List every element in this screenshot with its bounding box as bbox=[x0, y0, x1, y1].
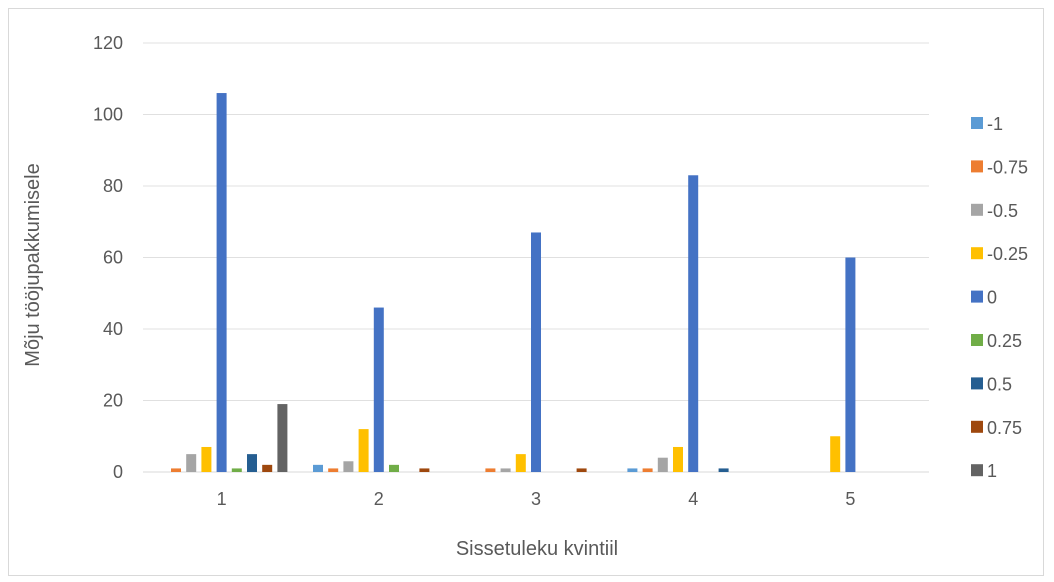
bar bbox=[673, 446, 683, 472]
bar bbox=[201, 446, 212, 472]
y-tick-label: 20 bbox=[103, 391, 123, 411]
bar bbox=[830, 436, 841, 472]
y-tick-label: 60 bbox=[103, 248, 123, 268]
bar bbox=[576, 468, 587, 472]
legend-label: -0.5 bbox=[987, 201, 1018, 221]
bar bbox=[328, 468, 339, 472]
bar bbox=[373, 307, 384, 472]
y-tick-label: 0 bbox=[113, 462, 123, 482]
legend-label: -1 bbox=[987, 114, 1003, 134]
bar bbox=[531, 232, 541, 472]
bar bbox=[358, 429, 369, 472]
y-axis-title: Mõju tööjupakkumisele bbox=[22, 163, 44, 366]
x-axis-title: Sissetuleku kvintiil bbox=[456, 538, 618, 560]
y-tick-label: 120 bbox=[93, 33, 123, 53]
x-tick-label: 1 bbox=[217, 489, 227, 509]
legend-label: -0.75 bbox=[987, 157, 1028, 177]
legend-swatch bbox=[971, 160, 983, 173]
legend-swatch bbox=[971, 117, 983, 129]
bars bbox=[171, 93, 856, 473]
bar bbox=[642, 468, 653, 472]
bar bbox=[485, 468, 496, 472]
legend-swatch bbox=[971, 334, 983, 346]
legend-label: 0.25 bbox=[987, 331, 1022, 351]
legend-label: 1 bbox=[987, 461, 997, 481]
x-tick-label: 5 bbox=[845, 489, 855, 509]
legend-swatch bbox=[971, 377, 983, 390]
y-tick-label: 80 bbox=[103, 176, 123, 196]
legend: -1 -0.75 -0.5 -0.25 0 0.25 0.5 0.75 1 bbox=[971, 114, 1028, 481]
bar bbox=[216, 93, 227, 473]
bar bbox=[419, 468, 430, 472]
legend-label: 0.75 bbox=[987, 418, 1022, 438]
x-tick-label: 2 bbox=[374, 489, 384, 509]
bar bbox=[186, 454, 197, 472]
bar bbox=[247, 454, 257, 472]
bar bbox=[515, 454, 526, 472]
y-axis-ticks: 0 20 40 60 80 100 120 bbox=[93, 33, 123, 482]
bar bbox=[171, 468, 181, 472]
x-tick-label: 4 bbox=[688, 489, 698, 509]
y-tick-label: 100 bbox=[93, 105, 123, 125]
legend-label: 0.5 bbox=[987, 374, 1012, 394]
chart-frame: 0 20 40 60 80 100 120 1 2 3 4 5 Sissetuleku kvinti… bbox=[8, 8, 1044, 576]
bar bbox=[231, 468, 242, 472]
bar bbox=[627, 468, 638, 472]
legend-swatch bbox=[971, 203, 983, 216]
bar bbox=[657, 457, 668, 472]
bar bbox=[343, 461, 354, 472]
bar bbox=[688, 175, 699, 472]
bar bbox=[313, 464, 323, 472]
legend-swatch bbox=[971, 247, 983, 260]
legend-swatch bbox=[971, 290, 983, 303]
bar bbox=[500, 468, 511, 472]
x-tick-label: 3 bbox=[531, 489, 541, 509]
y-tick-label: 40 bbox=[103, 319, 123, 339]
bar bbox=[718, 468, 729, 472]
legend-swatch bbox=[971, 420, 983, 433]
bar bbox=[845, 257, 856, 472]
bar bbox=[389, 464, 399, 472]
legend-swatch bbox=[971, 464, 983, 477]
x-axis-ticks: 1 2 3 4 5 bbox=[217, 489, 856, 509]
bar bbox=[262, 464, 273, 472]
bar bbox=[277, 404, 288, 472]
bar-chart: 0 20 40 60 80 100 120 1 2 3 4 5 Sissetuleku kvinti… bbox=[22, 33, 1028, 560]
legend-label: 0 bbox=[987, 288, 997, 308]
legend-label: -0.25 bbox=[987, 244, 1028, 264]
